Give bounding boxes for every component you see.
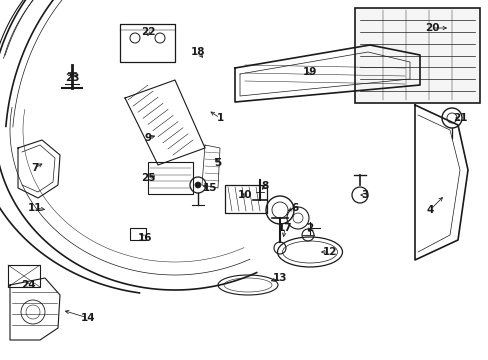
Text: 25: 25 [141,173,155,183]
Text: 12: 12 [322,247,337,257]
Text: 21: 21 [452,113,467,123]
Text: 3: 3 [361,190,368,200]
Text: 13: 13 [272,273,286,283]
Text: 1: 1 [216,113,223,123]
Text: 16: 16 [138,233,152,243]
Text: 20: 20 [424,23,438,33]
Bar [120,24,175,62]
Text: 11: 11 [28,203,42,213]
Text: 5: 5 [214,158,221,168]
Text: 17: 17 [277,223,292,233]
Text: 9: 9 [144,133,151,143]
Text: 4: 4 [426,205,433,215]
Bar [354,8,479,103]
Text: 15: 15 [203,183,217,193]
Text: 22: 22 [141,27,155,37]
Text: 7: 7 [31,163,39,173]
Text: 2: 2 [306,223,313,233]
Text: 19: 19 [302,67,317,77]
Bar [8,265,40,287]
Bar [148,162,193,194]
Text: 23: 23 [64,73,79,83]
Circle shape [195,182,201,188]
Text: 24: 24 [20,280,35,290]
Text: 8: 8 [261,181,268,191]
Bar [224,185,266,213]
Bar [130,228,146,240]
Text: 10: 10 [237,190,252,200]
Text: 18: 18 [190,47,205,57]
Text: 14: 14 [81,313,95,323]
Text: 6: 6 [291,203,298,213]
